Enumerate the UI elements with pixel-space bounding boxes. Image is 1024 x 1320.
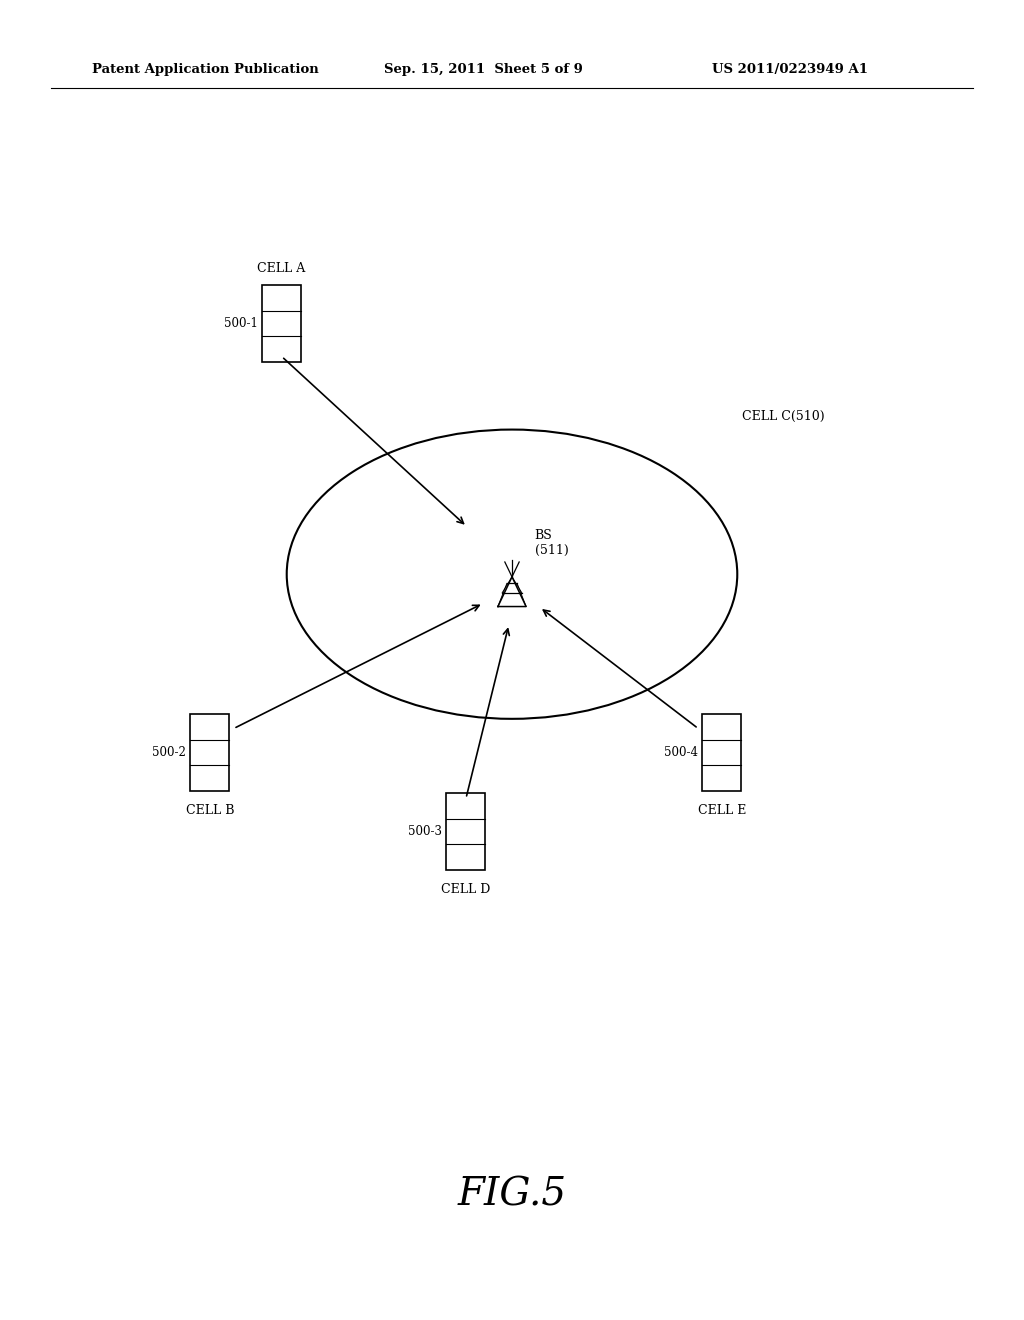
Text: FIG.5: FIG.5 <box>458 1176 566 1213</box>
Text: 500-1: 500-1 <box>224 317 258 330</box>
Text: US 2011/0223949 A1: US 2011/0223949 A1 <box>712 63 867 77</box>
Bar <box>446 793 485 870</box>
Text: Sep. 15, 2011  Sheet 5 of 9: Sep. 15, 2011 Sheet 5 of 9 <box>384 63 583 77</box>
Text: BS
(511): BS (511) <box>535 529 568 557</box>
Text: Patent Application Publication: Patent Application Publication <box>92 63 318 77</box>
Text: 500-3: 500-3 <box>409 825 442 838</box>
Text: CELL D: CELL D <box>441 883 490 896</box>
Text: CELL E: CELL E <box>697 804 746 817</box>
Bar <box>262 285 301 362</box>
Text: 500-4: 500-4 <box>665 746 698 759</box>
Text: 500-2: 500-2 <box>153 746 186 759</box>
Bar <box>190 714 229 791</box>
Bar <box>702 714 741 791</box>
Text: CELL C(510): CELL C(510) <box>742 411 825 422</box>
Text: CELL A: CELL A <box>257 261 306 275</box>
Text: CELL B: CELL B <box>185 804 234 817</box>
